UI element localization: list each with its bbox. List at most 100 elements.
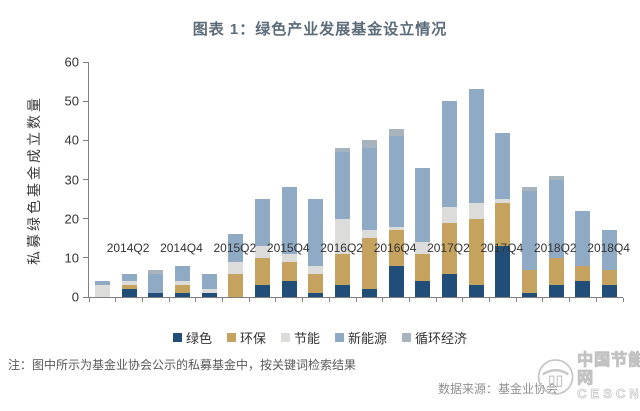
segment-环保	[388, 230, 404, 266]
legend-swatch-icon	[335, 333, 344, 342]
segment-环保	[468, 218, 484, 286]
bar-2016Q2	[335, 148, 351, 297]
y-axis-tick-label: 20	[64, 211, 79, 227]
segment-绿色	[468, 285, 484, 297]
segment-节能	[174, 281, 190, 286]
bar-2016Q4	[388, 128, 404, 297]
legend-swatch-icon	[226, 333, 236, 342]
x-axis-tick	[569, 298, 571, 302]
segment-绿色	[548, 285, 564, 297]
chart-title: 图表 1：绿色产业发展基金设立情况	[192, 21, 448, 38]
bar-2014Q2	[121, 273, 137, 297]
y-axis-tick-label: 40	[64, 132, 79, 148]
x-axis-tick	[222, 298, 223, 302]
bar-2018Q3	[575, 210, 591, 297]
segment-环保	[308, 273, 324, 294]
y-axis-tick	[83, 296, 88, 298]
x-axis-tick	[542, 298, 544, 302]
bar-2016Q1	[308, 199, 324, 297]
bar-2017Q3	[468, 89, 484, 297]
x-axis-tick	[302, 298, 304, 302]
x-axis-tick-label: 2017Q2	[427, 241, 470, 255]
segment-环保	[522, 269, 538, 294]
segment-新能源	[548, 179, 564, 258]
segment-节能	[308, 265, 324, 274]
x-axis-tick-label: 2016Q2	[320, 241, 363, 255]
segment-环保	[361, 238, 377, 290]
legend-swatch-icon	[280, 333, 290, 342]
segment-环保	[495, 203, 511, 247]
y-axis-tick-label: 30	[64, 172, 79, 187]
segment-绿色	[335, 285, 351, 297]
segment-绿色	[361, 289, 377, 297]
segment-节能	[228, 261, 244, 274]
legend-item-新能源: 新能源	[335, 328, 387, 347]
x-axis-tick-label: 2018Q2	[533, 241, 577, 255]
segment-新能源	[281, 187, 297, 254]
segment-环保	[415, 253, 431, 282]
segment-循环经济	[361, 140, 377, 149]
segment-绿色	[148, 293, 164, 297]
segment-节能	[201, 289, 217, 294]
x-axis-tick-label: 2014Q4	[160, 241, 203, 255]
x-axis-tick	[382, 298, 384, 302]
y-axis-tick	[83, 179, 88, 180]
segment-绿色	[308, 293, 324, 297]
x-axis-tick	[462, 298, 464, 302]
bar-2017Q4	[495, 132, 511, 297]
segment-环保	[548, 257, 564, 286]
x-axis-tick	[595, 298, 597, 302]
segment-节能	[335, 218, 351, 254]
segment-新能源	[575, 210, 591, 266]
segment-新能源	[602, 230, 618, 270]
y-axis-tick-label: 0	[71, 289, 79, 305]
legend-label: 环保	[239, 331, 266, 346]
segment-新能源	[201, 273, 217, 290]
segment-绿色	[495, 246, 511, 297]
x-axis-tick	[622, 298, 624, 302]
bar-2015Q1	[201, 273, 217, 297]
segment-节能	[468, 203, 484, 219]
segment-新能源	[308, 199, 324, 266]
legend-label: 节能	[293, 331, 320, 346]
bar-2018Q2	[548, 175, 564, 297]
segment-绿色	[575, 281, 591, 297]
segment-新能源	[361, 148, 377, 231]
segment-环保	[575, 265, 591, 282]
segment-节能	[281, 253, 297, 262]
bar-2018Q1	[522, 187, 538, 297]
segment-新能源	[522, 191, 538, 270]
y-axis-tick-label: 60	[64, 54, 79, 70]
y-axis-tick	[83, 218, 88, 220]
x-axis-tick	[168, 298, 170, 302]
bar-2015Q2	[228, 234, 244, 297]
y-axis-tick	[83, 139, 88, 141]
segment-新能源	[174, 265, 190, 282]
data-source: 数据来源：基金业协会	[437, 382, 558, 396]
x-axis-tick	[328, 298, 330, 302]
y-axis-tick-label: 50	[64, 93, 79, 109]
bar-2014Q1	[94, 281, 110, 297]
segment-新能源	[335, 152, 351, 219]
segment-循环经济	[335, 148, 351, 153]
x-axis-tick-label: 2014Q2	[106, 241, 150, 255]
segment-节能	[388, 226, 404, 231]
segment-循环经济	[522, 187, 538, 192]
x-axis-tick	[248, 298, 250, 302]
segment-新能源	[495, 132, 511, 200]
segment-循环经济	[388, 128, 404, 137]
legend-swatch-icon	[402, 333, 412, 342]
x-axis-tick-label: 2018Q4	[587, 241, 630, 255]
x-axis-tick	[435, 298, 437, 302]
bar-2015Q4	[281, 187, 297, 297]
segment-节能	[121, 281, 137, 286]
x-axis-tick-label: 2015Q4	[266, 241, 310, 255]
segment-环保	[121, 285, 137, 290]
legend-item-节能: 节能	[280, 328, 320, 347]
watermark-en-text: CESCN	[577, 386, 640, 402]
segment-绿色	[441, 273, 457, 297]
segment-节能	[441, 206, 457, 223]
x-axis-tick	[515, 298, 517, 302]
y-axis-tick-label: 10	[64, 250, 79, 266]
segment-新能源	[228, 234, 244, 262]
